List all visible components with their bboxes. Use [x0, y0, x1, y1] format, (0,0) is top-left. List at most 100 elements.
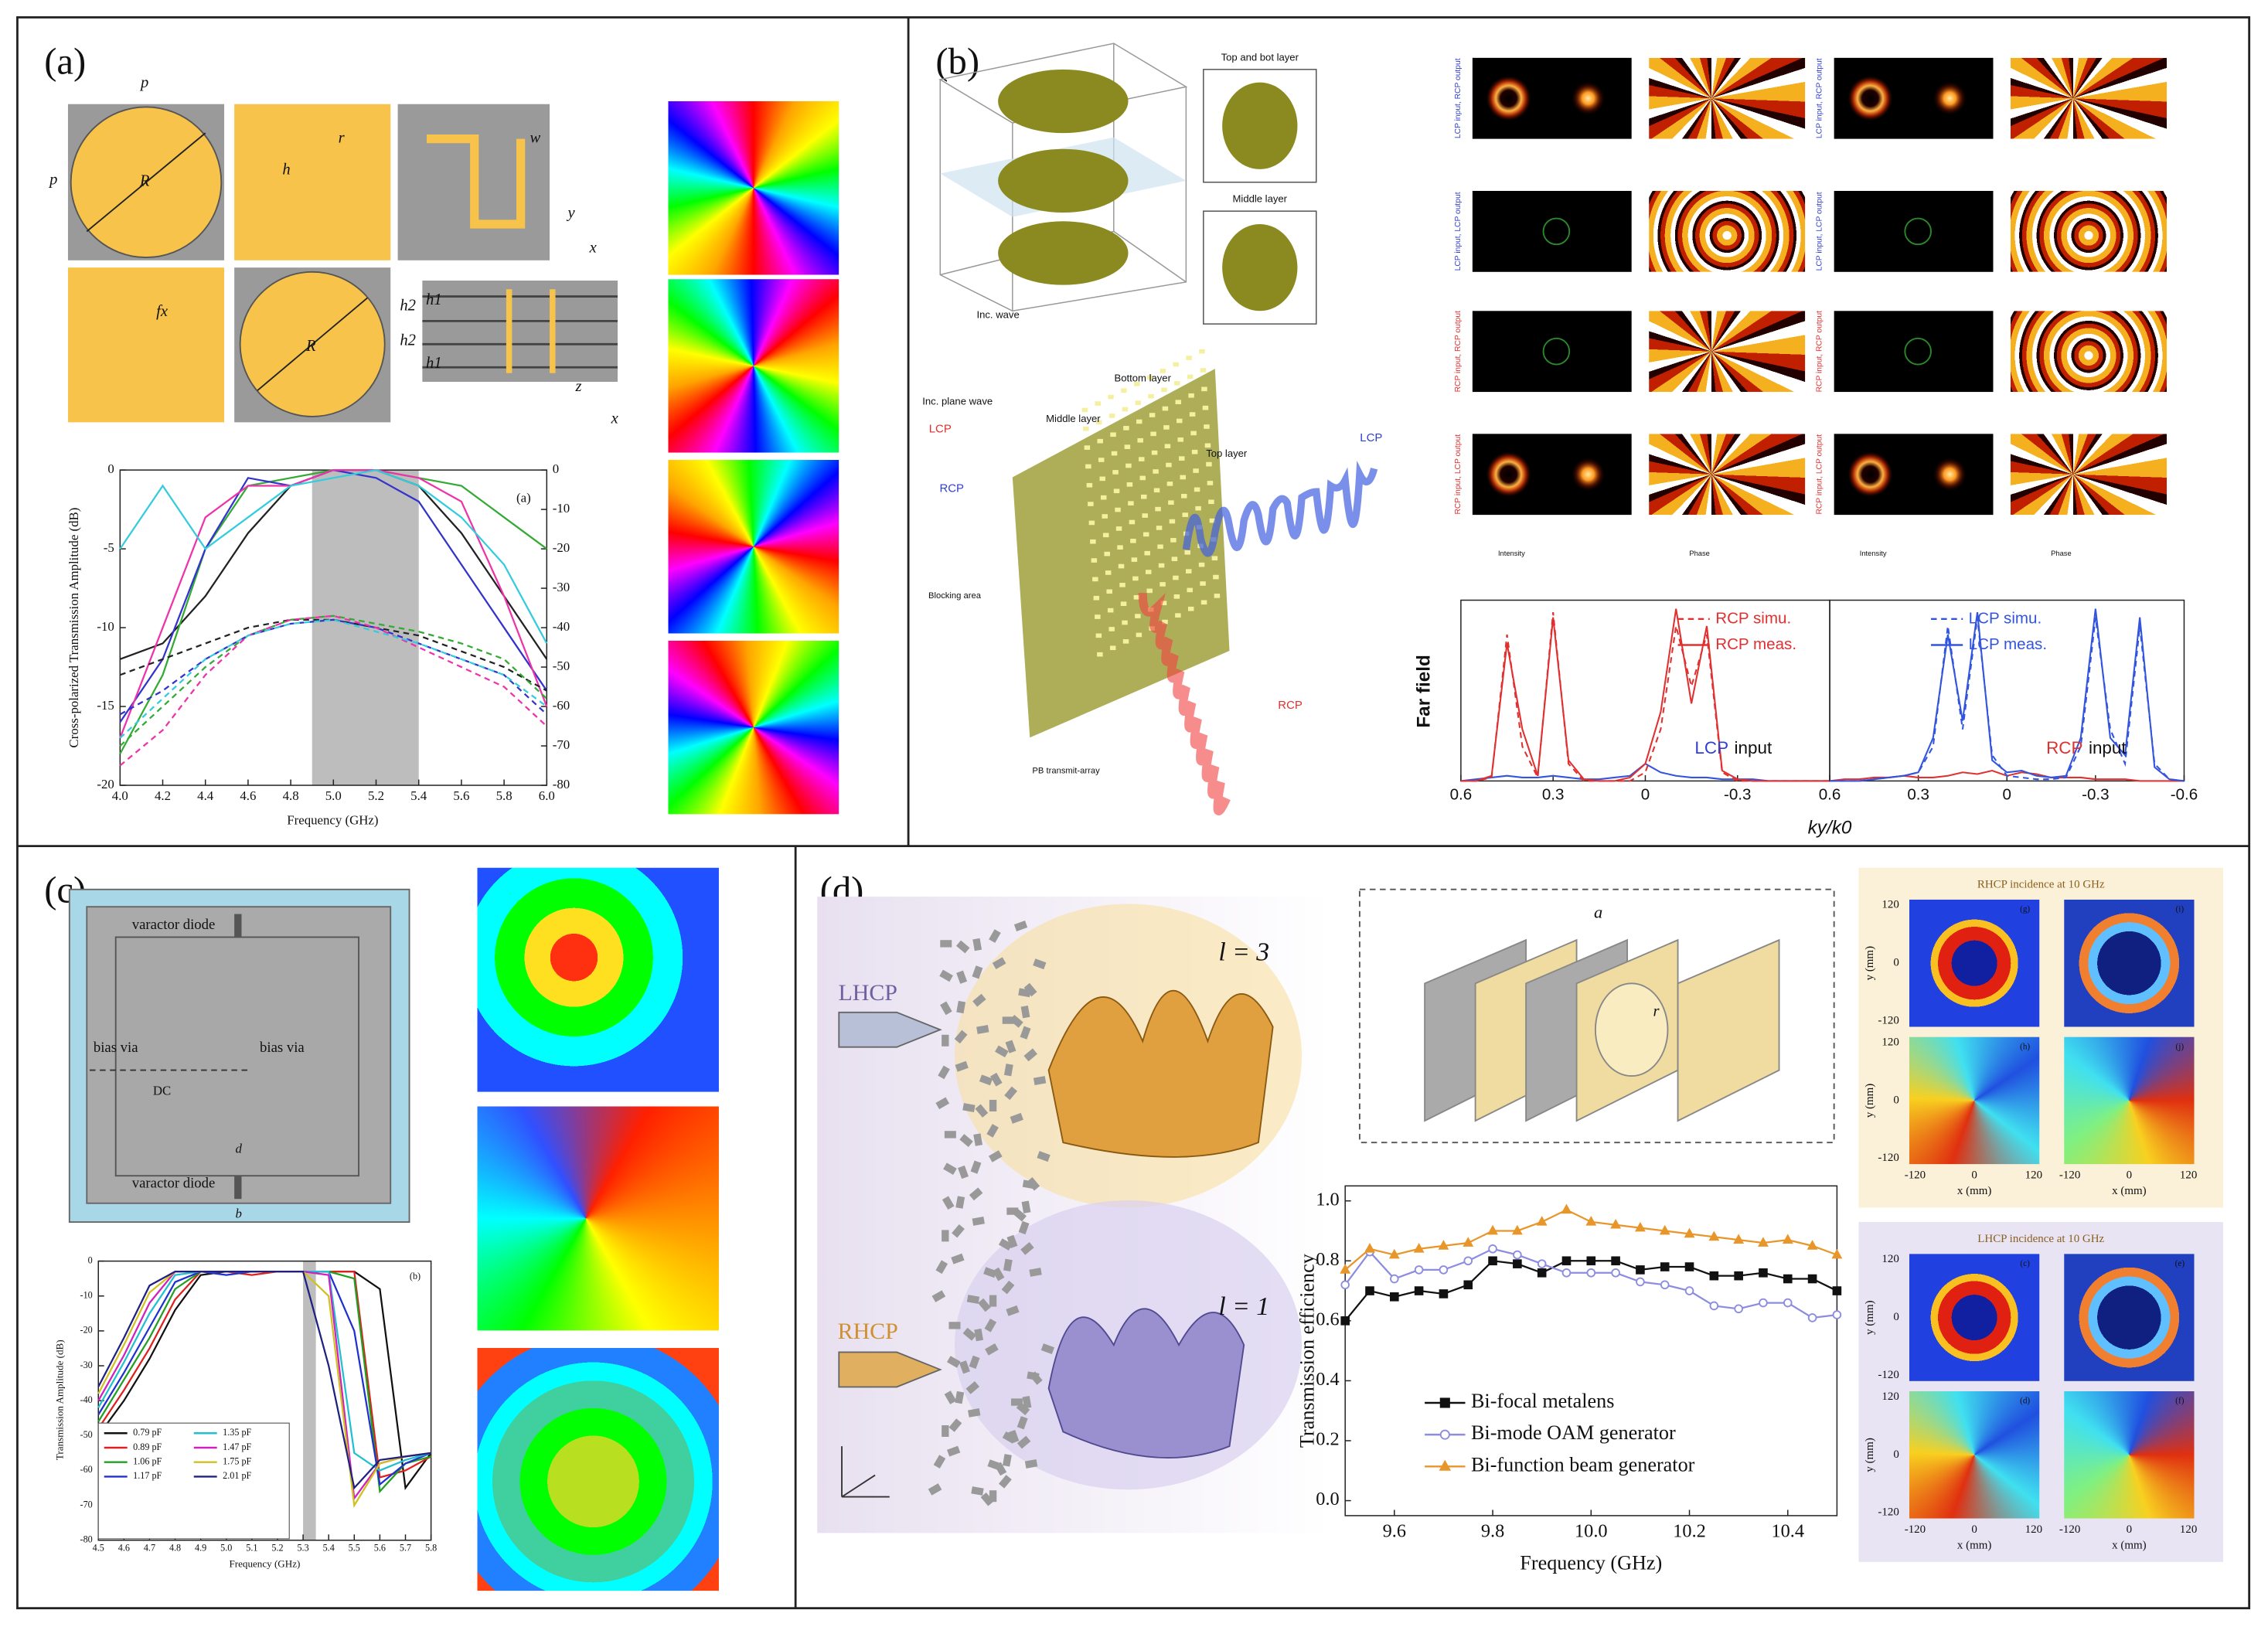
- x-tick-label: 5.3: [297, 1542, 308, 1553]
- data-point: [1390, 1274, 1399, 1284]
- element: [1129, 519, 1136, 525]
- element: [1204, 424, 1210, 429]
- element: [1120, 601, 1127, 606]
- element: [944, 1390, 957, 1404]
- element: [1020, 1026, 1031, 1040]
- field-map: [2064, 1254, 2195, 1381]
- data-point: [1463, 1280, 1473, 1290]
- legend-label: LCP simu.: [1969, 609, 2042, 627]
- beam-spot: [1485, 451, 1532, 498]
- element: [1084, 445, 1091, 450]
- series-line: [97, 1271, 431, 1490]
- data-point: [1536, 1216, 1548, 1226]
- element: [1090, 539, 1096, 544]
- y2-tick-label: -50: [553, 659, 570, 673]
- phase-map: [1649, 190, 1806, 272]
- element: [1146, 375, 1153, 380]
- element: [1161, 387, 1167, 393]
- x-tick-label: 4.8: [283, 788, 299, 803]
- element: [989, 1099, 997, 1111]
- cell-label: y: [567, 205, 576, 222]
- element: [1102, 533, 1109, 538]
- phase-map: [2010, 190, 2168, 272]
- x-tick-label: 4.0: [112, 788, 128, 803]
- element: [974, 1328, 984, 1342]
- data-point: [1832, 1310, 1842, 1319]
- map-tick: -120: [1878, 1014, 1899, 1026]
- x-tick-label: 0: [2003, 785, 2011, 803]
- x-tick-label: 4.6: [240, 788, 256, 803]
- element: [1186, 356, 1192, 360]
- element: [952, 1224, 965, 1238]
- element: [1135, 614, 1141, 618]
- element: [1097, 438, 1103, 444]
- element: [1135, 400, 1141, 405]
- element: [942, 1230, 949, 1242]
- series-line: [1460, 608, 1830, 782]
- aperture: [1594, 982, 1669, 1077]
- metasurface: [1012, 369, 1230, 738]
- element: [933, 1455, 946, 1469]
- chart-tag: (a): [516, 490, 531, 505]
- element: [1033, 1076, 1047, 1085]
- cell-label: x: [611, 410, 618, 427]
- element: [944, 1131, 956, 1139]
- element: [1088, 520, 1095, 526]
- x-tick-label: 0.6: [1450, 785, 1473, 803]
- y-axis-label: Transmission efficiency: [1296, 1254, 1318, 1448]
- label: Inc. wave: [976, 308, 1019, 320]
- label: Top layer: [1206, 448, 1248, 459]
- element: [1003, 1258, 1013, 1271]
- phase-map: [2010, 434, 2168, 516]
- shaded-band: [312, 470, 419, 786]
- element: [928, 1483, 942, 1496]
- x-tick-label: 6.0: [539, 788, 555, 803]
- element: [958, 1165, 969, 1179]
- element: [947, 1445, 961, 1457]
- y-axis-label: Transmission Amplitude (dB): [54, 1339, 66, 1460]
- x-tick-label: 4.2: [155, 788, 171, 803]
- map-tick: 0: [1893, 1094, 1899, 1106]
- beam: [1138, 592, 1231, 815]
- data-point: [1513, 1250, 1522, 1260]
- cell-label: h: [282, 162, 290, 179]
- element: [1125, 463, 1132, 468]
- label: RCP: [939, 482, 964, 495]
- label: l = 1: [1218, 1292, 1269, 1321]
- element: [1013, 1208, 1027, 1222]
- data-point: [1659, 1224, 1670, 1235]
- series-line: [1460, 611, 1830, 782]
- layer: [1677, 938, 1780, 1122]
- element: [1187, 606, 1194, 611]
- element: [940, 1001, 952, 1016]
- element: [1126, 482, 1133, 487]
- element: [959, 1360, 970, 1374]
- element: [1091, 558, 1098, 563]
- element: [931, 1290, 946, 1302]
- data-point: [1807, 1313, 1817, 1322]
- map-tick: 120: [2025, 1169, 2042, 1182]
- element: [1081, 407, 1088, 413]
- element: [1144, 550, 1150, 556]
- element: [1115, 526, 1122, 531]
- phase-map: [1649, 434, 1806, 516]
- element: [1202, 405, 1209, 410]
- focus-ring: [1904, 217, 1932, 246]
- field-map: [2064, 1254, 2195, 1381]
- phase-map: [2010, 434, 2168, 516]
- row-label: LCP input, LCP output: [1454, 192, 1463, 271]
- map-axis-label: y (mm): [1864, 1300, 1876, 1334]
- cell-label: fx: [156, 303, 168, 320]
- phase-map: [477, 867, 719, 1092]
- element: [1088, 502, 1094, 506]
- element: [1002, 1454, 1012, 1467]
- map-tick: 120: [2180, 1169, 2197, 1182]
- map-axis-label: y (mm): [1864, 946, 1876, 980]
- element: [989, 1295, 997, 1307]
- intensity-map: [1834, 311, 1994, 393]
- data-point: [1634, 1221, 1646, 1232]
- field-map: [1909, 899, 2040, 1027]
- data-point: [1611, 1268, 1620, 1278]
- data-point: [1733, 1234, 1745, 1244]
- phase-map: [1649, 311, 1806, 393]
